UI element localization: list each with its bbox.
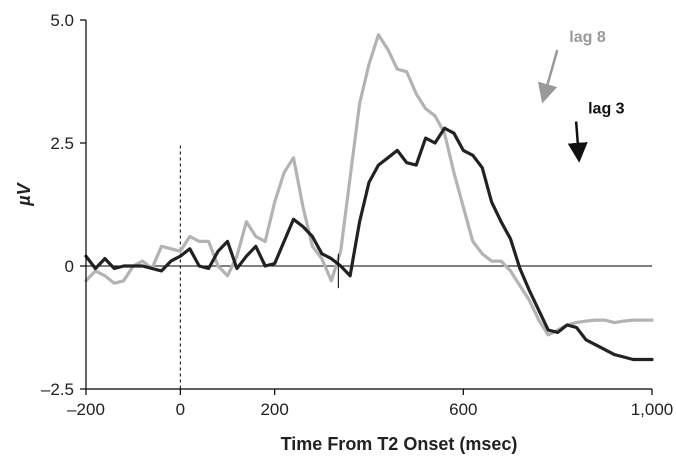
y-tick-label: 2.5 xyxy=(50,134,74,153)
ticks-group: –2.5 0 2.5 5.0 –200 0 200 600 1,000 xyxy=(41,11,673,419)
x-axis-title: Time From T2 Onset (msec) xyxy=(281,434,518,454)
x-tick-label: 600 xyxy=(449,400,477,419)
x-tick-label: 1,000 xyxy=(631,400,674,419)
y-axis-title: µV xyxy=(14,181,34,206)
y-tick-label: –2.5 xyxy=(41,380,74,399)
annotation-arrow xyxy=(567,121,588,163)
y-tick-label: 5.0 xyxy=(50,11,74,30)
y-tick-label: 0 xyxy=(65,257,74,276)
series-group xyxy=(84,33,654,362)
annotation-arrow xyxy=(537,49,559,104)
annotations-group: lag 8 lag 3 xyxy=(537,29,625,163)
series-line-lag-8 xyxy=(84,33,654,337)
series-line-lag-3 xyxy=(84,126,654,362)
x-tick-label: 200 xyxy=(260,400,288,419)
annotation-label-lag-3: lag 3 xyxy=(588,100,625,117)
x-tick-label: –200 xyxy=(67,400,105,419)
axes-group xyxy=(85,20,652,390)
x-tick-label: 0 xyxy=(176,400,185,419)
annotation-label-lag-8: lag 8 xyxy=(569,29,606,46)
